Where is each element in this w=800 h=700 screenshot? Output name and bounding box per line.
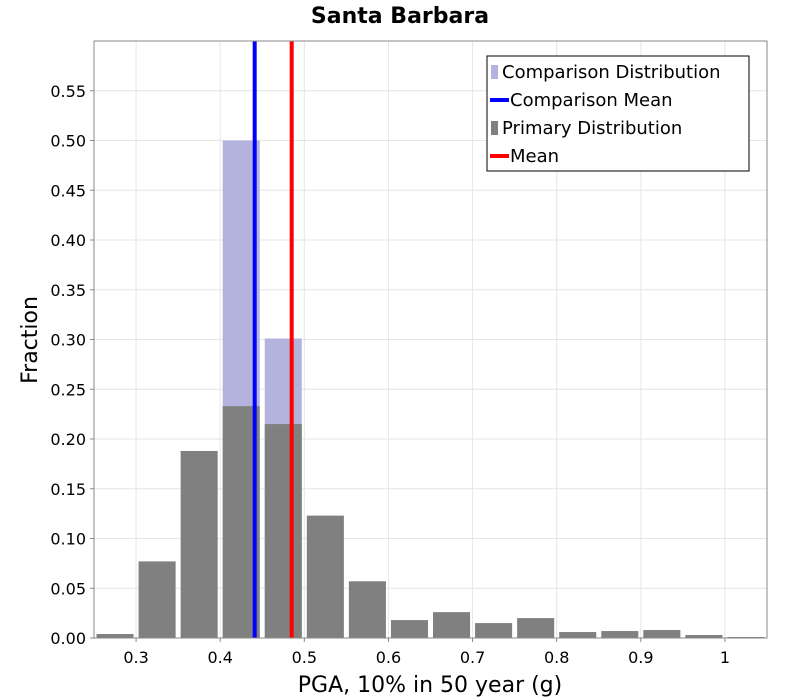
x-tick-label: 0.5 bbox=[292, 648, 317, 667]
x-tick-label: 1 bbox=[720, 648, 730, 667]
y-tick-label: 0.45 bbox=[50, 181, 86, 200]
primary-distribution-bar bbox=[475, 623, 513, 638]
y-tick-label: 0.55 bbox=[50, 82, 86, 101]
y-axis-ticks: 0.00 0.05 0.10 0.15 0.20 0.25 0.30 0.35 0.40 0.45… bbox=[50, 82, 94, 648]
mean-lines bbox=[252, 41, 294, 638]
primary-distribution-bar bbox=[433, 612, 471, 638]
x-tick-label: 0.8 bbox=[544, 648, 569, 667]
legend-entry-label: Primary Distribution bbox=[502, 118, 682, 139]
primary-distribution-bar bbox=[180, 450, 218, 638]
y-tick-label: 0.10 bbox=[50, 530, 86, 549]
x-tick-label: 0.3 bbox=[123, 648, 148, 667]
x-axis-ticks: 0.3 0.4 0.5 0.6 0.7 0.8 0.9 1 bbox=[123, 638, 730, 667]
y-tick-label: 0.05 bbox=[50, 579, 86, 598]
legend: Comparison Distribution Comparison Mean Pr… bbox=[486, 55, 750, 172]
x-axis-label: PGA, 10% in 50 year (g) bbox=[298, 673, 562, 698]
chart-title: Santa Barbara bbox=[311, 4, 489, 29]
x-tick-label: 0.7 bbox=[460, 648, 485, 667]
primary-distribution-bar bbox=[306, 515, 344, 638]
primary-distribution-bar bbox=[390, 620, 428, 638]
y-tick-label: 0.15 bbox=[50, 480, 86, 499]
y-tick-label: 0.40 bbox=[50, 231, 86, 250]
primary-distribution-bar bbox=[138, 561, 176, 638]
primary-distribution-bar bbox=[96, 634, 134, 638]
y-tick-label: 0.20 bbox=[50, 430, 86, 449]
legend-swatch bbox=[491, 65, 498, 79]
y-axis-label: Fraction bbox=[18, 296, 43, 384]
legend-swatch bbox=[491, 121, 498, 135]
y-tick-label: 0.00 bbox=[50, 629, 86, 648]
y-tick-label: 0.25 bbox=[50, 380, 86, 399]
primary-distribution-bar bbox=[643, 630, 681, 638]
primary-distribution-bar bbox=[348, 581, 386, 638]
y-tick-label: 0.30 bbox=[50, 331, 86, 350]
primary-distribution-bar bbox=[559, 632, 597, 638]
legend-box bbox=[486, 55, 750, 172]
primary-distribution-bar bbox=[601, 631, 639, 638]
primary-distribution-bar bbox=[517, 618, 555, 638]
primary-distribution-bar bbox=[685, 635, 723, 638]
x-tick-label: 0.4 bbox=[207, 648, 232, 667]
y-tick-label: 0.50 bbox=[50, 132, 86, 151]
y-tick-label: 0.35 bbox=[50, 281, 86, 300]
primary-distribution-bar bbox=[264, 424, 302, 638]
legend-entry-label: Comparison Mean bbox=[510, 90, 673, 111]
legend-entry-label: Mean bbox=[510, 146, 559, 167]
legend-entry-label: Comparison Distribution bbox=[502, 62, 721, 83]
x-tick-label: 0.6 bbox=[376, 648, 401, 667]
x-tick-label: 0.9 bbox=[628, 648, 653, 667]
